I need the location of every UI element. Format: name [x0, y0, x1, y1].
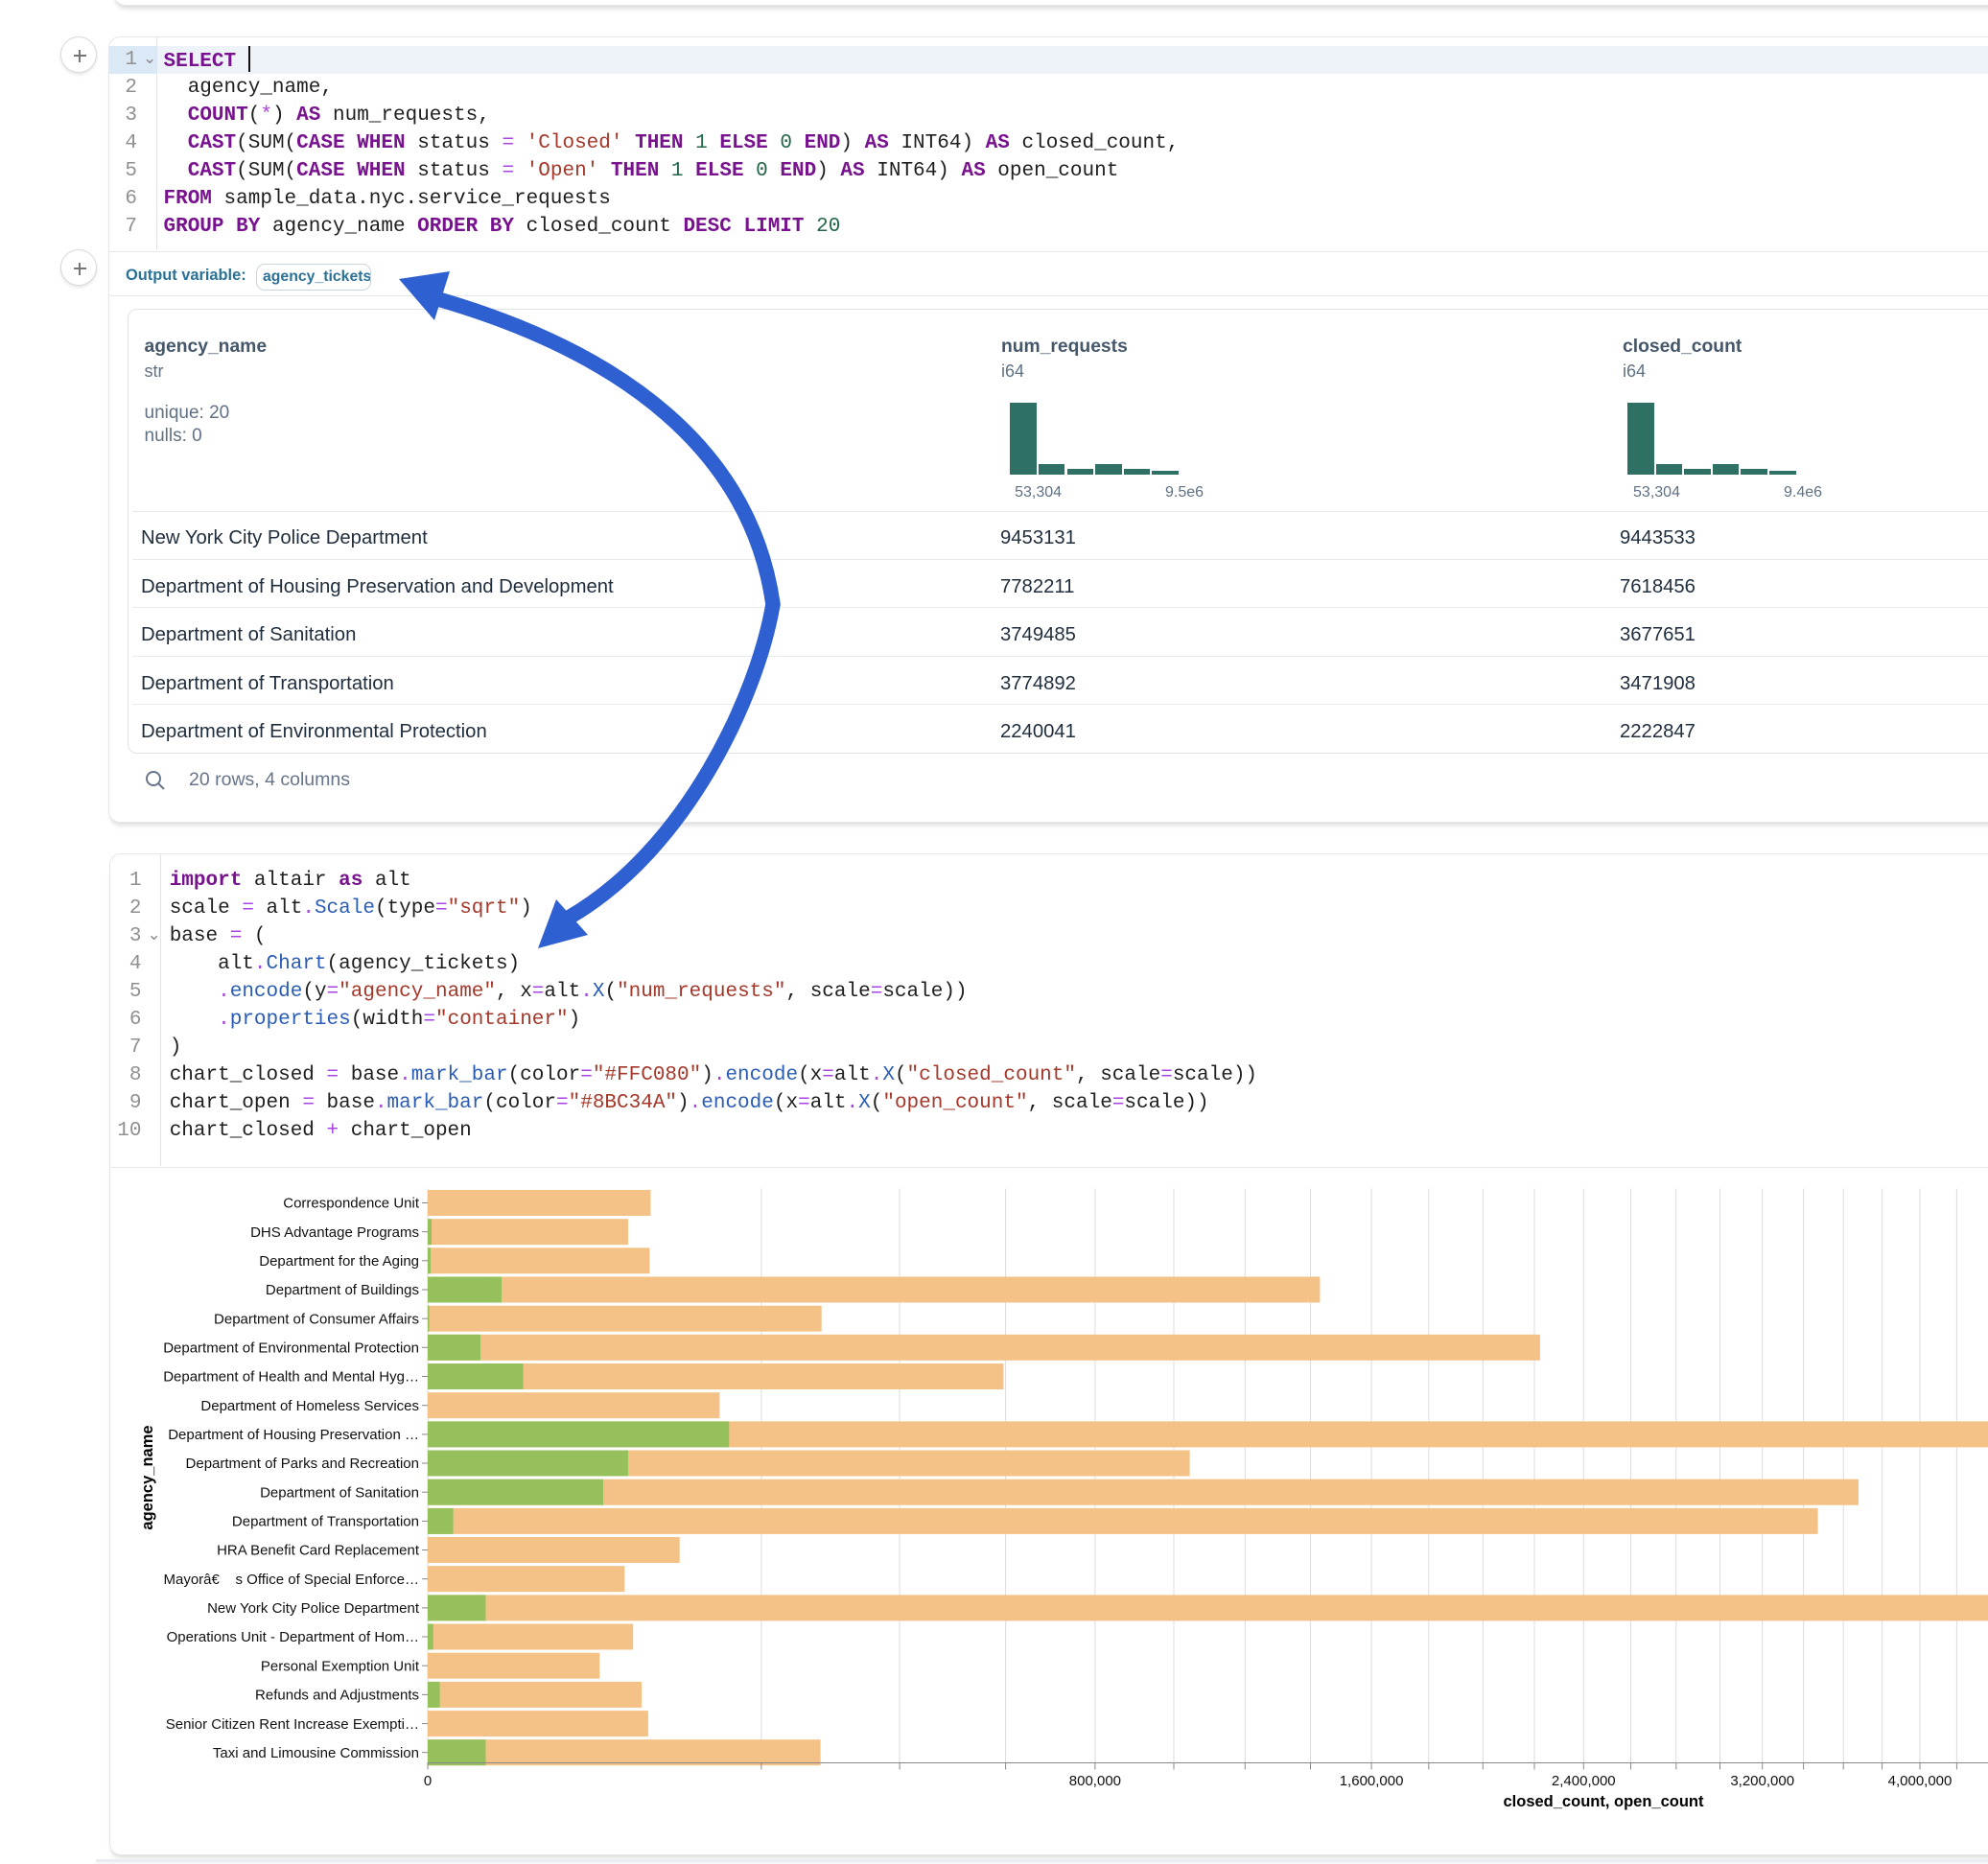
svg-text:Personal Exemption Unit: Personal Exemption Unit: [261, 1658, 420, 1674]
svg-text:Mayorâ€ s Office of Special: Mayorâ€ s Office of Special Enforce…: [163, 1572, 419, 1588]
svg-text:1,600,000: 1,600,000: [1340, 1773, 1404, 1789]
svg-text:Taxi and Limousine Commission: Taxi and Limousine Commission: [213, 1745, 419, 1761]
svg-text:Operations Unit - Department o: Operations Unit - Department of Hom…: [167, 1629, 419, 1645]
svg-text:Department of Health and Menta: Department of Health and Mental Hyg…: [163, 1369, 419, 1386]
svg-text:HRA Benefit Card Replacement: HRA Benefit Card Replacement: [217, 1543, 420, 1559]
svg-text:Senior Citizen Rent Increase E: Senior Citizen Rent Increase Exempti…: [166, 1716, 419, 1733]
svg-text:0: 0: [424, 1773, 432, 1789]
svg-text:2,400,000: 2,400,000: [1552, 1773, 1616, 1789]
svg-text:Department of Homeless Service: Department of Homeless Services: [200, 1398, 419, 1414]
svg-text:4,000,000: 4,000,000: [1888, 1773, 1953, 1789]
svg-text:Department of Parks and Recrea: Department of Parks and Recreation: [186, 1456, 419, 1472]
svg-text:3,200,000: 3,200,000: [1730, 1773, 1794, 1789]
svg-text:agency_name: agency_name: [139, 1425, 156, 1529]
svg-text:DHS Advantage Programs: DHS Advantage Programs: [250, 1224, 419, 1241]
svg-text:Correspondence Unit: Correspondence Unit: [283, 1196, 420, 1212]
svg-text:closed_count, open_count: closed_count, open_count: [1503, 1793, 1704, 1810]
svg-text:Department of Sanitation: Department of Sanitation: [260, 1484, 419, 1501]
svg-text:Department of Transportation: Department of Transportation: [232, 1514, 419, 1530]
svg-text:Department of Environmental Pr: Department of Environmental Protection: [163, 1340, 419, 1357]
svg-text:Department of Housing Preserva: Department of Housing Preservation …: [168, 1427, 419, 1443]
svg-text:Department for the Aging: Department for the Aging: [259, 1253, 419, 1270]
svg-text:Department of Consumer Affairs: Department of Consumer Affairs: [214, 1311, 419, 1327]
svg-text:Department of Buildings: Department of Buildings: [266, 1282, 419, 1298]
svg-text:800,000: 800,000: [1069, 1773, 1121, 1789]
svg-text:Refunds and Adjustments: Refunds and Adjustments: [255, 1688, 419, 1704]
svg-text:New York City Police Departmen: New York City Police Department: [207, 1600, 420, 1617]
